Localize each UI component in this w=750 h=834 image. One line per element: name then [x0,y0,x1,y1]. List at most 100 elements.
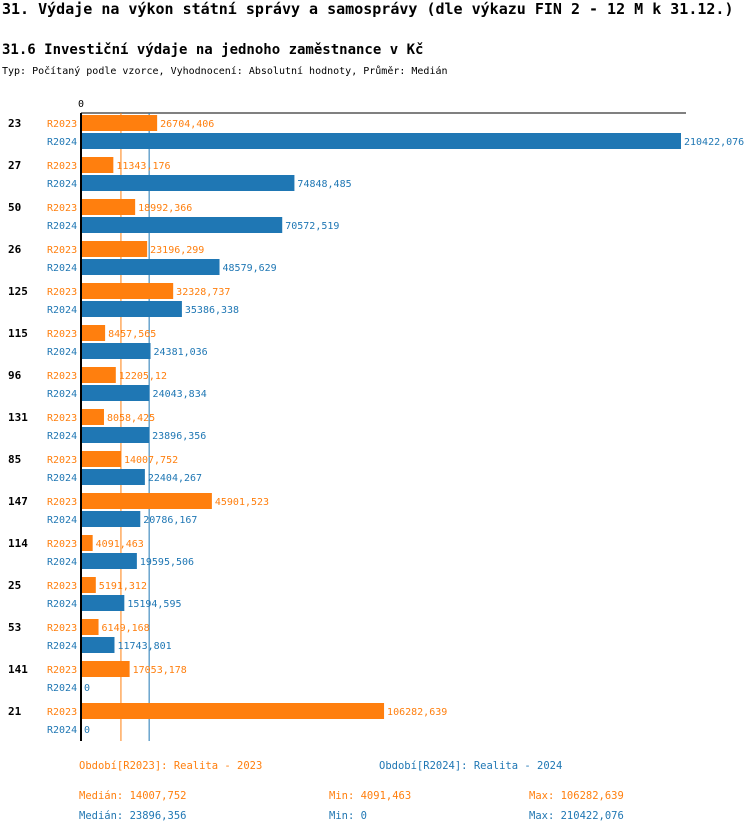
category-label: 114 [8,537,28,550]
series-label-r2024: R2024 [47,179,77,190]
bar-r2023 [81,619,99,635]
series-label-r2024: R2024 [47,473,77,484]
category-label: 26 [8,243,22,256]
x-axis-zero-label: 0 [78,99,84,110]
bar-r2023 [81,325,106,341]
bar-r2023 [81,661,130,677]
series-label-r2023: R2023 [47,287,77,298]
bar-r2023 [81,703,385,719]
series-label-r2024: R2024 [47,431,77,442]
bar-r2023 [81,535,93,551]
legend-r2023: Období[R2023]: Realita - 2023 [79,760,263,772]
bar-r2024 [81,427,150,443]
series-label-r2023: R2023 [47,119,77,130]
bar-r2023 [81,577,96,593]
data-label: 5191,312 [99,581,147,592]
data-label: 45901,523 [215,497,269,508]
data-label: 8058,425 [107,413,155,424]
category-label: 23 [8,117,21,130]
chart-type-line: Typ: Počítaný podle vzorce, Vyhodnocení:… [2,66,448,77]
bar-r2024 [81,343,151,359]
bar-r2024 [81,469,145,485]
data-label: 22404,267 [148,473,202,484]
data-label: 24381,036 [154,347,208,358]
data-label: 32328,737 [176,287,230,298]
series-label-r2023: R2023 [47,539,77,550]
series-label-r2024: R2024 [47,137,77,148]
series-label-r2023: R2023 [47,455,77,466]
bar-r2024 [81,175,295,191]
series-label-r2024: R2024 [47,725,77,736]
category-label: 115 [8,327,28,340]
legend-r2024: Období[R2024]: Realita - 2024 [379,760,563,772]
data-label: 11743,801 [117,641,171,652]
bar-r2023 [81,199,136,215]
series-label-r2023: R2023 [47,161,77,172]
category-label: 21 [8,705,22,718]
series-label-r2023: R2023 [47,581,77,592]
series-label-r2023: R2023 [47,623,77,634]
bar-r2023 [81,493,212,509]
bar-r2024 [81,259,220,275]
series-label-r2024: R2024 [47,347,77,358]
data-label: 24043,834 [153,389,207,400]
bar-r2023 [81,241,148,257]
series-label-r2024: R2024 [47,389,77,400]
series-label-r2024: R2024 [47,641,77,652]
bar-r2023 [81,451,121,467]
bar-r2024 [81,637,115,653]
category-label: 96 [8,369,22,382]
category-label: 147 [8,495,28,508]
bar-r2024 [81,133,681,149]
data-label: 8457,565 [108,329,156,340]
bar-r2023 [81,283,174,299]
bar-r2023 [81,157,114,173]
data-label: 23196,299 [150,245,204,256]
series-label-r2023: R2023 [47,329,77,340]
chart-title: 31.6 Investiční výdaje na jednoho zaměst… [2,42,424,58]
stat-r2023-min: Min: 4091,463 [329,790,412,802]
stat-r2024-min: Min: 0 [329,810,367,822]
category-label: 85 [8,453,21,466]
data-label: 210422,076 [684,137,744,148]
category-label: 131 [8,411,28,424]
series-label-r2023: R2023 [47,665,77,676]
data-label: 26704,406 [160,119,214,130]
series-label-r2024: R2024 [47,557,77,568]
stat-r2024-max: Max: 210422,076 [529,810,624,822]
category-label: 25 [8,579,21,592]
data-label: 48579,629 [223,263,277,274]
category-label: 53 [8,621,21,634]
bar-r2024 [81,595,125,611]
series-label-r2024: R2024 [47,599,77,610]
data-label: 106282,639 [387,707,447,718]
stat-r2023-max: Max: 106282,639 [529,790,624,802]
series-label-r2023: R2023 [47,497,77,508]
bar-r2024 [81,511,141,527]
data-label: 14007,752 [124,455,178,466]
data-label: 74848,485 [297,179,351,190]
series-label-r2023: R2023 [47,371,77,382]
bar-r2023 [81,409,104,425]
data-label: 4091,463 [96,539,144,550]
category-label: 27 [8,159,21,172]
category-label: 50 [8,201,21,214]
series-label-r2024: R2024 [47,263,77,274]
bar-r2024 [81,553,137,569]
series-label-r2023: R2023 [47,413,77,424]
category-label: 141 [8,663,28,676]
series-label-r2024: R2024 [47,221,77,232]
data-label: 0 [84,683,90,694]
page-title: 31. Výdaje na výkon státní správy a samo… [2,0,734,18]
bar-r2024 [81,217,283,233]
data-label: 70572,519 [285,221,339,232]
data-label: 19595,506 [140,557,194,568]
series-label-r2023: R2023 [47,707,77,718]
series-label-r2024: R2024 [47,683,77,694]
series-label-r2023: R2023 [47,203,77,214]
series-label-r2024: R2024 [47,515,77,526]
data-label: 6149,168 [102,623,150,634]
data-label: 12205,12 [119,371,167,382]
data-label: 0 [84,725,90,736]
